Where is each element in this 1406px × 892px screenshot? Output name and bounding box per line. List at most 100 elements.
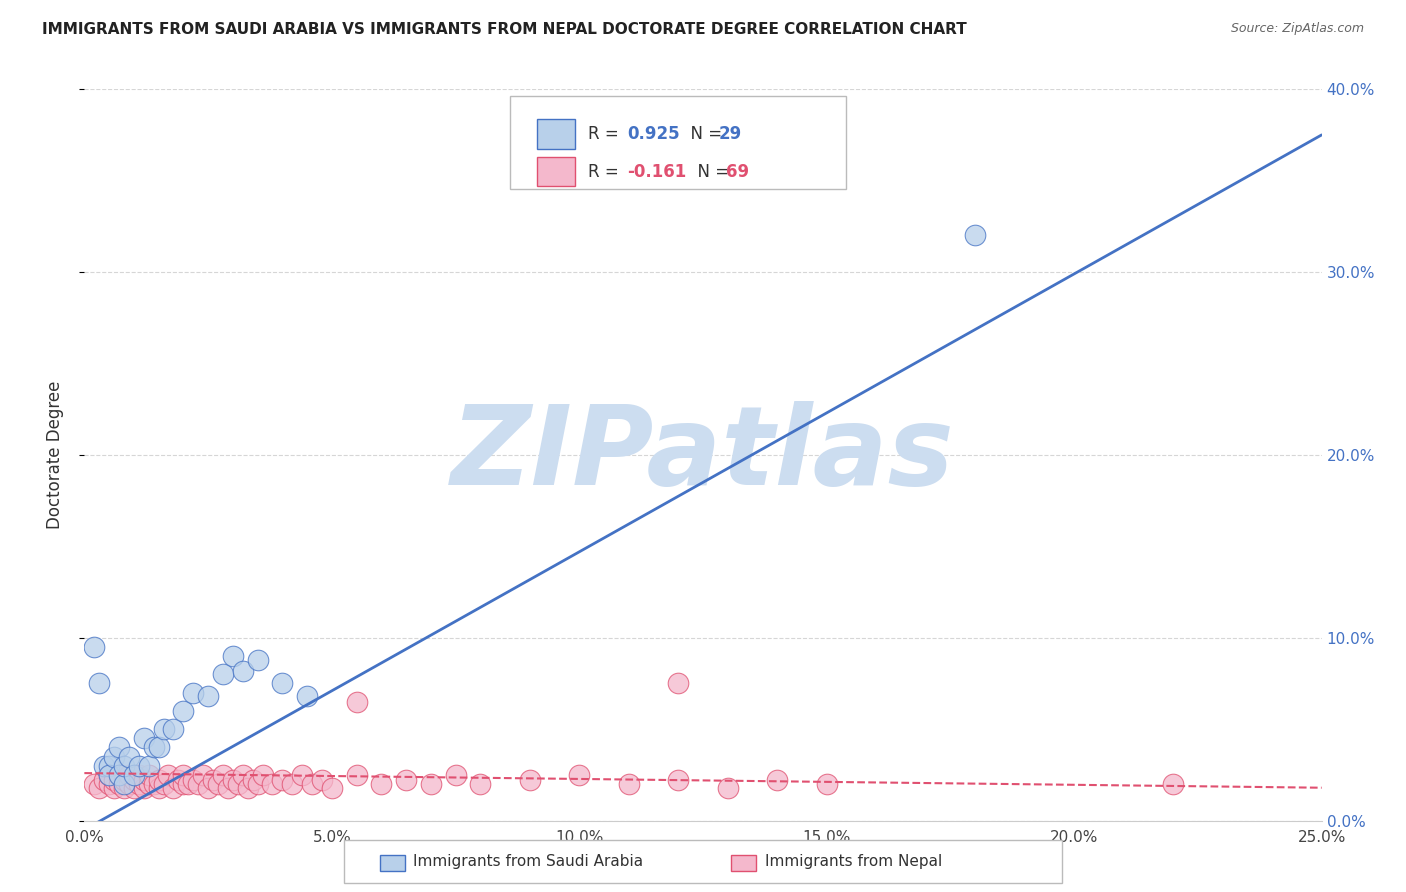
Point [262,777,284,791]
Point [301,777,323,791]
Point [617,777,640,791]
Point [212,667,235,681]
Point [181,685,204,699]
Point [83,640,105,654]
Point [252,768,274,782]
Point [965,228,987,243]
Point [321,780,343,795]
Text: 0.925: 0.925 [627,125,681,143]
Point [142,740,165,755]
Point [132,773,155,788]
Point [232,768,254,782]
Point [93,773,115,788]
Point [167,773,190,788]
Point [470,777,492,791]
Text: ZIPatlas: ZIPatlas [451,401,955,508]
Point [112,773,135,788]
Point [246,777,269,791]
Text: Immigrants from Saudi Arabia: Immigrants from Saudi Arabia [413,855,644,869]
Point [177,777,200,791]
Text: R =: R = [588,162,624,181]
Point [112,777,135,791]
Point [108,768,131,782]
Text: R =: R = [588,125,624,143]
Y-axis label: Doctorate Degree: Doctorate Degree [45,381,63,529]
Point [162,723,184,737]
Text: IMMIGRANTS FROM SAUDI ARABIA VS IMMIGRANTS FROM NEPAL DOCTORATE DEGREE CORRELATI: IMMIGRANTS FROM SAUDI ARABIA VS IMMIGRAN… [42,22,967,37]
Point [148,740,170,755]
Point [98,768,121,782]
Point [370,777,392,791]
Point [89,780,111,795]
Point [148,773,170,788]
Point [162,780,184,795]
Point [191,768,214,782]
Point [157,768,180,782]
Point [181,773,204,788]
Point [187,777,209,791]
Point [291,768,314,782]
Point [108,768,131,782]
Point [222,773,245,788]
Point [519,773,541,788]
Point [132,780,155,795]
Point [152,723,174,737]
Point [271,676,294,690]
Point [222,649,245,664]
Point [83,777,105,791]
Point [666,676,689,690]
Point [138,768,160,782]
Text: N =: N = [686,162,734,181]
Point [118,768,141,782]
Point [202,773,225,788]
Point [122,773,145,788]
Point [108,740,131,755]
Point [128,777,150,791]
Point [236,780,259,795]
Point [766,773,789,788]
Point [172,777,194,791]
Point [122,768,145,782]
Point [98,768,121,782]
Point [118,777,141,791]
Point [108,777,131,791]
Point [132,731,155,746]
Text: Immigrants from Nepal: Immigrants from Nepal [765,855,942,869]
Point [128,768,150,782]
Point [717,780,740,795]
Point [98,758,121,772]
Point [246,653,269,667]
Text: -0.161: -0.161 [627,162,686,181]
Text: 69: 69 [725,162,749,181]
Point [212,768,235,782]
Point [271,773,294,788]
Point [419,777,441,791]
Point [112,780,135,795]
Point [568,768,591,782]
Point [311,773,333,788]
Point [152,777,174,791]
Point [148,780,170,795]
Point [98,777,121,791]
Point [89,676,111,690]
Point [232,664,254,678]
Point [217,780,239,795]
Point [112,758,135,772]
Point [142,777,165,791]
Point [197,690,219,704]
Point [128,758,150,772]
Text: 29: 29 [718,125,742,143]
Point [1161,777,1184,791]
Point [103,773,125,788]
Point [666,773,689,788]
Point [444,768,467,782]
Point [172,704,194,718]
Point [172,768,194,782]
Point [395,773,418,788]
Point [138,758,160,772]
Point [197,780,219,795]
Point [93,758,115,772]
Point [346,768,368,782]
Point [226,777,249,791]
Text: Source: ZipAtlas.com: Source: ZipAtlas.com [1230,22,1364,36]
